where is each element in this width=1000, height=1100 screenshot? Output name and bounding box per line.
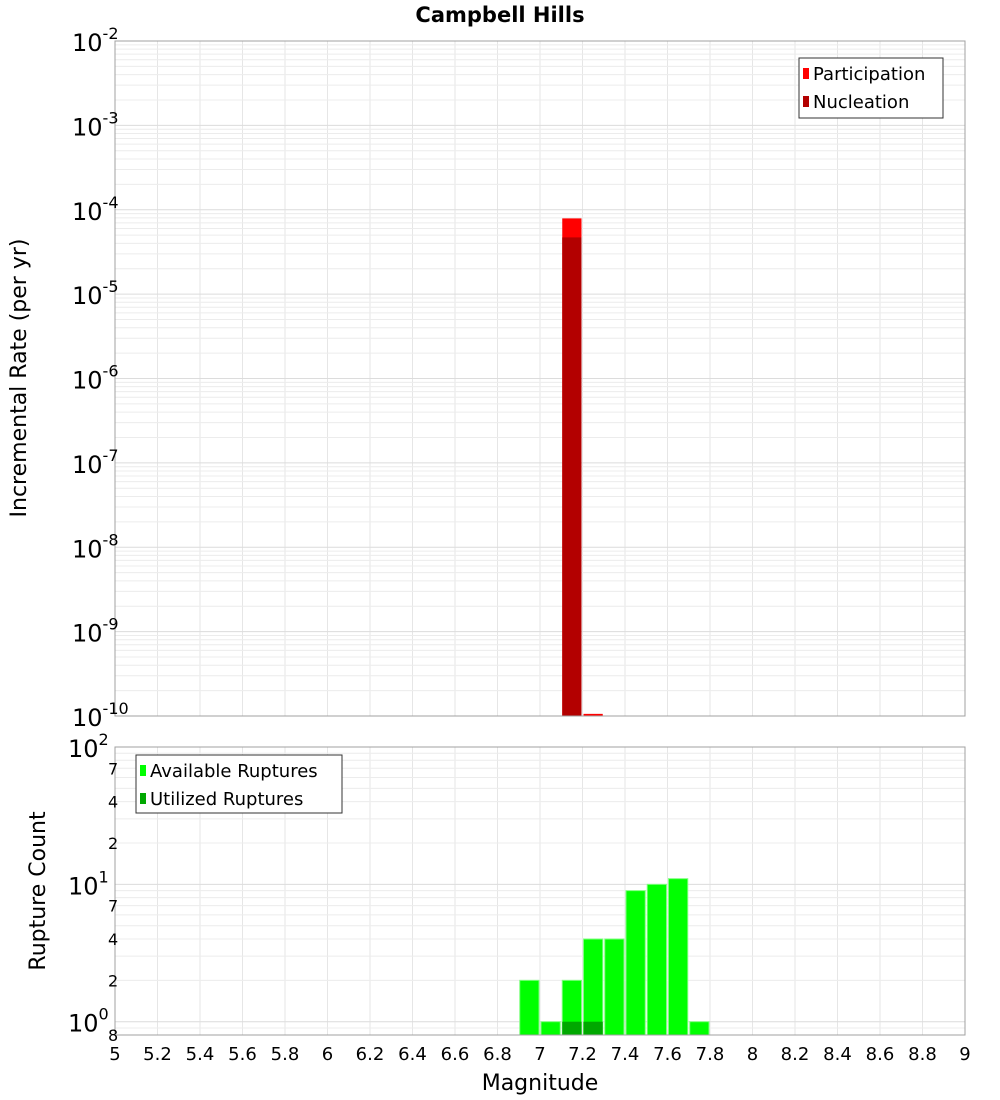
bottom-bar-available-ruptures (646, 883, 667, 1036)
bottom-y-tick-label: 8 (108, 1026, 118, 1045)
top-legend (798, 57, 944, 119)
top-bar-nucleation (562, 237, 582, 716)
bottom-bar-available-ruptures (583, 938, 604, 1036)
top-y-tick-label: 10-6 (72, 362, 119, 395)
top-y-tick-label: 10-7 (72, 446, 119, 479)
y-tick-exponent: -4 (103, 193, 119, 212)
y-tick-exponent: -5 (103, 277, 119, 296)
top-bar-participation (583, 713, 603, 716)
x-axis-label: Magnitude (482, 1071, 599, 1096)
bottom-y-tick-label: 101 (68, 867, 109, 900)
bottom-y-tick-label: 2 (108, 971, 118, 990)
top-legend-label: Nucleation (813, 92, 909, 113)
top-legend-swatch (803, 96, 809, 107)
x-tick-label: 7.2 (568, 1044, 597, 1065)
bottom-bar-available-ruptures (540, 1021, 561, 1036)
bottom-bar-available-ruptures (668, 878, 689, 1036)
x-tick-label: 8.2 (781, 1044, 810, 1065)
x-tick-label: 6.8 (483, 1044, 512, 1065)
y-tick-exponent: -9 (103, 615, 119, 634)
bottom-y-tick-label: 4 (108, 930, 118, 949)
bottom-legend (135, 754, 343, 814)
x-tick-label: 8.8 (908, 1044, 937, 1065)
bottom-legend-swatch (140, 793, 146, 804)
top-legend-label: Participation (813, 64, 925, 85)
x-tick-label: 6.4 (398, 1044, 427, 1065)
bottom-y-tick-label: 7 (108, 759, 118, 778)
x-tick-label: 5.2 (143, 1044, 172, 1065)
top-plot-border (114, 40, 966, 717)
bottom-legend-label: Utilized Ruptures (150, 789, 303, 810)
x-tick-label: 8.6 (866, 1044, 895, 1065)
top-y-axis-label: Incremental Rate (per yr) (7, 239, 32, 518)
x-tick-label: 7.6 (653, 1044, 682, 1065)
y-tick-exponent: -2 (103, 24, 119, 43)
bottom-y-axis-label: Rupture Count (26, 811, 51, 971)
x-tick-label: 8 (747, 1044, 758, 1065)
x-tick-label: 7.4 (611, 1044, 640, 1065)
bottom-y-tick-label: 4 (108, 793, 118, 812)
x-tick-label: 5.8 (271, 1044, 300, 1065)
top-y-tick-label: 10-10 (72, 699, 129, 732)
bottom-y-tick-label: 7 (108, 897, 118, 916)
top-y-tick-label: 10-9 (72, 615, 119, 648)
top-y-tick-label: 10-4 (72, 193, 119, 226)
x-tick-label: 5 (109, 1044, 120, 1065)
x-tick-label: 8.4 (823, 1044, 852, 1065)
top-y-tick-label: 10-3 (72, 108, 119, 141)
top-y-tick-label: 10-2 (72, 24, 119, 57)
x-tick-label: 7.8 (696, 1044, 725, 1065)
x-tick-label: 6.2 (356, 1044, 385, 1065)
top-legend-swatch (803, 68, 809, 79)
bottom-legend-swatch (140, 765, 146, 776)
chart-title: Campbell Hills (415, 3, 584, 27)
bottom-y-tick-label: 102 (68, 730, 109, 763)
bottom-plot-border (114, 746, 966, 1036)
top-y-tick-label: 10-8 (72, 530, 119, 563)
x-tick-label: 9 (959, 1044, 970, 1065)
bottom-legend-label: Available Ruptures (150, 761, 318, 782)
y-tick-exponent: -10 (103, 699, 129, 718)
y-tick-exponent: -7 (103, 446, 119, 465)
top-y-tick-label: 10-5 (72, 277, 119, 310)
x-tick-label: 5.4 (186, 1044, 215, 1065)
bottom-bar-available-ruptures (604, 938, 625, 1036)
bottom-bar-utilized-ruptures (583, 1021, 603, 1035)
bottom-bar-available-ruptures (519, 979, 540, 1036)
y-tick-exponent: -8 (103, 530, 119, 549)
x-tick-label: 6 (322, 1044, 333, 1065)
x-tick-label: 5.6 (228, 1044, 257, 1065)
x-tick-label: 6.6 (441, 1044, 470, 1065)
y-tick-exponent: 0 (99, 1005, 109, 1024)
x-tick-label: 7 (534, 1044, 545, 1065)
bottom-bar-utilized-ruptures (562, 1021, 582, 1035)
y-tick-exponent: -6 (103, 362, 119, 381)
y-tick-exponent: -3 (103, 108, 119, 127)
bottom-bar-available-ruptures (625, 890, 646, 1036)
y-tick-exponent: 1 (99, 867, 109, 886)
bottom-bar-available-ruptures (689, 1021, 710, 1036)
y-tick-exponent: 2 (99, 730, 109, 749)
bottom-y-tick-label: 2 (108, 834, 118, 853)
bottom-y-tick-label: 100 (68, 1005, 109, 1038)
